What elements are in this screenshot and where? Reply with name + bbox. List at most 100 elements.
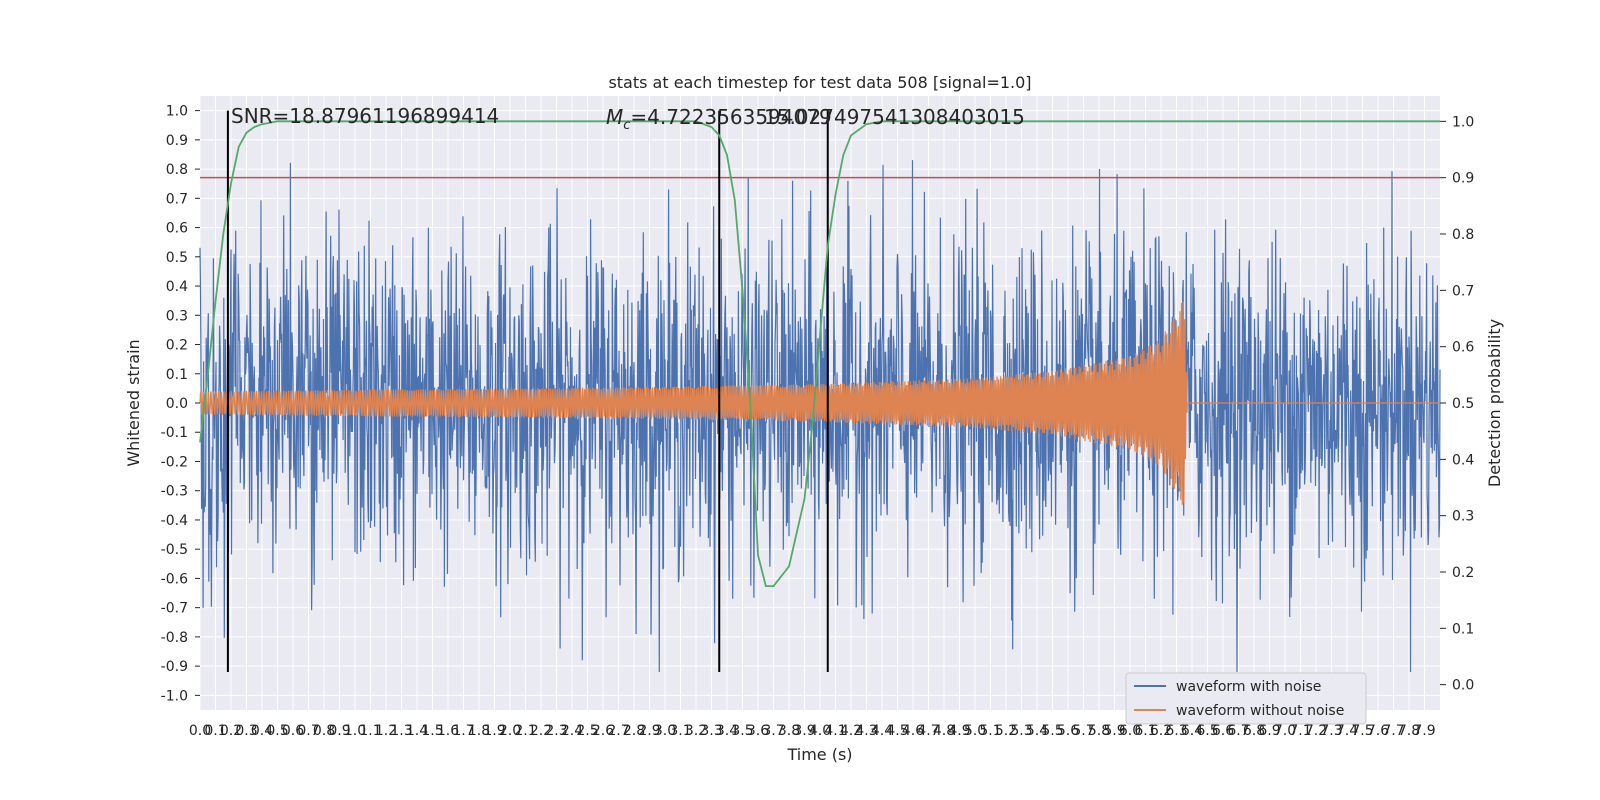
x-tick-label: 0.6 bbox=[282, 723, 304, 739]
x-tick-label: 7.6 bbox=[1367, 723, 1389, 739]
x-tick-label: 6.5 bbox=[1196, 723, 1218, 739]
x-tick-label: 6.2 bbox=[1150, 723, 1172, 739]
x-tick-label: 5.1 bbox=[979, 723, 1001, 739]
x-tick-label: 4.0 bbox=[809, 723, 831, 739]
y2-tick-label: 1.0 bbox=[1452, 114, 1474, 130]
x-tick-label: 5.6 bbox=[1057, 723, 1079, 739]
x-tick-label: 1.0 bbox=[344, 723, 366, 739]
x-tick-label: 3.8 bbox=[778, 723, 800, 739]
x-tick-label: 4.3 bbox=[855, 723, 877, 739]
x-tick-label: 1.8 bbox=[468, 723, 490, 739]
chirp-mass-symbol: M bbox=[606, 105, 623, 129]
x-tick-label: 6.8 bbox=[1243, 723, 1265, 739]
series-line-probability bbox=[199, 120, 1440, 587]
y-tick-label: -0.8 bbox=[161, 630, 188, 646]
x-tick-label: 7.8 bbox=[1398, 723, 1420, 739]
chirp-mass-value: =4.7223563594079 bbox=[630, 105, 831, 129]
legend-label-clean: waveform without noise bbox=[1176, 703, 1344, 719]
x-tick-label: 4.8 bbox=[933, 723, 955, 739]
x-tick-label: 5.0 bbox=[964, 723, 986, 739]
x-tick-label: 2.9 bbox=[638, 723, 660, 739]
x-tick-label: 3.6 bbox=[747, 723, 769, 739]
x-tick-label: 0.0 bbox=[189, 723, 211, 739]
y2-tick-labels: 0.0 0.1 0.2 0.3 0.4 0.5 0.6 0.7 0.8 0.9 1.0 bbox=[1440, 114, 1474, 694]
x-tick-label: 2.0 bbox=[499, 723, 521, 739]
x-tick-label: 2.5 bbox=[576, 723, 598, 739]
x-tick-label: 4.4 bbox=[871, 723, 893, 739]
x-tick-label: 1.5 bbox=[421, 723, 443, 739]
y-tick-label: 0.1 bbox=[166, 367, 188, 383]
y2-tick-label: 0.3 bbox=[1452, 509, 1474, 525]
chirp-mass-subscript: c bbox=[623, 118, 630, 133]
x-tick-label: 1.9 bbox=[483, 723, 505, 739]
y2-tick-label: 0.4 bbox=[1452, 452, 1474, 468]
x-tick-label: 3.3 bbox=[700, 723, 722, 739]
x-tick-label: 0.3 bbox=[235, 723, 257, 739]
x-tick-label: 4.2 bbox=[840, 723, 862, 739]
x-tick-label: 4.6 bbox=[902, 723, 924, 739]
y-axis-label: Whitened strain bbox=[124, 339, 143, 466]
x-tick-label: 4.1 bbox=[824, 723, 846, 739]
y2-tick-label: 0.2 bbox=[1452, 565, 1474, 581]
x-tick-label: 0.7 bbox=[297, 723, 319, 739]
x-tick-label: 0.1 bbox=[204, 723, 226, 739]
y-tick-label: -0.2 bbox=[161, 454, 188, 470]
x-tick-label: 6.1 bbox=[1134, 723, 1156, 739]
x-tick-label: 3.0 bbox=[654, 723, 676, 739]
x-tick-label: 2.8 bbox=[623, 723, 645, 739]
x-tick-label: 3.1 bbox=[669, 723, 691, 739]
x-tick-label: 7.7 bbox=[1382, 723, 1404, 739]
y2-tick-label: 0.8 bbox=[1452, 227, 1474, 243]
y-tick-label: 0.4 bbox=[166, 279, 188, 295]
y-tick-label: 0.9 bbox=[166, 133, 188, 149]
x-tick-label: 2.1 bbox=[514, 723, 536, 739]
x-tick-label: 3.2 bbox=[685, 723, 707, 739]
x-tick-label: 7.0 bbox=[1274, 723, 1296, 739]
x-tick-labels: 0.00.10.20.30.40.50.60.70.80.91.01.11.21… bbox=[189, 723, 1436, 739]
x-tick-label: 6.4 bbox=[1181, 723, 1203, 739]
x-tick-label: 0.2 bbox=[220, 723, 242, 739]
series-detection-probability bbox=[199, 120, 1440, 587]
x-tick-label: 2.4 bbox=[561, 723, 583, 739]
x-tick-label: 4.9 bbox=[948, 723, 970, 739]
x-tick-label: 3.5 bbox=[731, 723, 753, 739]
x-tick-label: 7.2 bbox=[1305, 723, 1327, 739]
x-tick-label: 5.5 bbox=[1041, 723, 1063, 739]
x-tick-label: 0.8 bbox=[313, 723, 335, 739]
overlap-annotation: 15.027497541308403015 bbox=[764, 105, 1025, 129]
y-tick-label: -1.0 bbox=[161, 688, 188, 704]
x-tick-label: 5.3 bbox=[1010, 723, 1032, 739]
x-tick-label: 1.4 bbox=[406, 723, 428, 739]
y-tick-label: -0.9 bbox=[161, 659, 188, 675]
x-tick-label: 1.6 bbox=[437, 723, 459, 739]
y2-tick-label: 0.0 bbox=[1452, 678, 1474, 694]
y-tick-label: 0.5 bbox=[166, 250, 188, 266]
legend-label-noise: waveform with noise bbox=[1176, 679, 1321, 695]
x-tick-label: 7.5 bbox=[1351, 723, 1373, 739]
x-tick-label: 7.3 bbox=[1320, 723, 1342, 739]
x-tick-label: 3.4 bbox=[716, 723, 738, 739]
x-tick-label: 1.3 bbox=[390, 723, 412, 739]
y-tick-label: 0.8 bbox=[166, 162, 188, 178]
y-tick-label: -0.5 bbox=[161, 542, 188, 558]
x-tick-label: 6.6 bbox=[1212, 723, 1234, 739]
y2-tick-label: 0.5 bbox=[1452, 396, 1474, 412]
x-tick-label: 2.6 bbox=[592, 723, 614, 739]
x-tick-label: 2.7 bbox=[607, 723, 629, 739]
x-tick-label: 0.4 bbox=[251, 723, 273, 739]
y-tick-label: -0.4 bbox=[161, 513, 188, 529]
x-tick-label: 1.7 bbox=[452, 723, 474, 739]
chart-title: stats at each timestep for test data 508… bbox=[608, 73, 1031, 92]
y2-tick-label: 0.6 bbox=[1452, 340, 1474, 356]
legend: waveform with noise waveform without noi… bbox=[1125, 672, 1367, 725]
x-tick-label: 5.8 bbox=[1088, 723, 1110, 739]
y-tick-labels: -1.0 -0.9 -0.8 -0.7 -0.6 -0.5 -0.4 -0.3 -0.2 -0.1… bbox=[161, 104, 200, 704]
x-tick-label: 1.1 bbox=[359, 723, 381, 739]
y2-tick-label: 0.1 bbox=[1452, 621, 1474, 637]
y-tick-label: 1.0 bbox=[166, 104, 188, 120]
x-tick-label: 6.0 bbox=[1119, 723, 1141, 739]
series-waveform-without-noise bbox=[199, 301, 1440, 505]
x-tick-label: 7.1 bbox=[1289, 723, 1311, 739]
x-tick-label: 6.9 bbox=[1258, 723, 1280, 739]
